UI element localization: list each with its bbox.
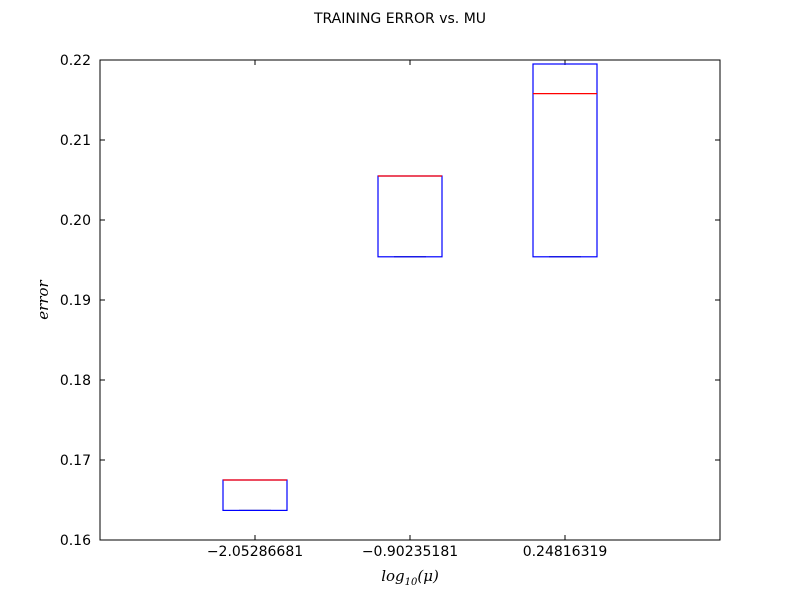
box-3: [532, 63, 598, 258]
y-axis-label: error: [34, 279, 52, 319]
y-tick-label: 0.20: [60, 213, 91, 229]
box-series: [222, 63, 598, 511]
y-tick-label: 0.17: [60, 453, 91, 469]
x-axis-label: log10(μ): [381, 567, 439, 588]
y-tick-label: 0.22: [60, 53, 91, 69]
x-tick-label: −0.90235181: [362, 544, 458, 560]
y-tick-label: 0.21: [60, 133, 91, 149]
plot-area: [99, 59, 721, 541]
chart-title: TRAINING ERROR vs. MU: [313, 11, 486, 27]
x-axis: −2.05286681 −0.90235181 0.24816319: [207, 60, 607, 560]
x-tick-label: −2.05286681: [207, 544, 303, 560]
x-tick-label: 0.24816319: [523, 544, 608, 560]
box-2: [377, 175, 443, 258]
box-1: [222, 479, 288, 511]
y-tick-label: 0.19: [60, 293, 91, 309]
y-tick-label: 0.18: [60, 373, 91, 389]
y-axis: 0.16 0.17 0.18 0.19 0.20 0.21 0.22: [60, 53, 720, 549]
box-body: [532, 63, 598, 258]
y-tick-label: 0.16: [60, 533, 91, 549]
